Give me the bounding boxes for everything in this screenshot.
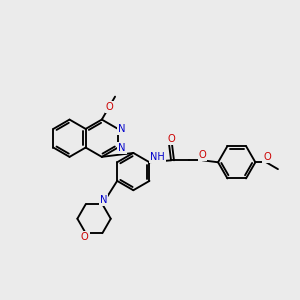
- Text: O: O: [81, 232, 88, 242]
- Text: N: N: [118, 142, 126, 152]
- Text: O: O: [199, 150, 206, 161]
- Text: O: O: [106, 102, 113, 112]
- Text: NH: NH: [150, 152, 165, 162]
- Text: N: N: [100, 195, 107, 205]
- Text: N: N: [118, 124, 126, 134]
- Text: O: O: [167, 134, 175, 144]
- Text: O: O: [263, 152, 271, 162]
